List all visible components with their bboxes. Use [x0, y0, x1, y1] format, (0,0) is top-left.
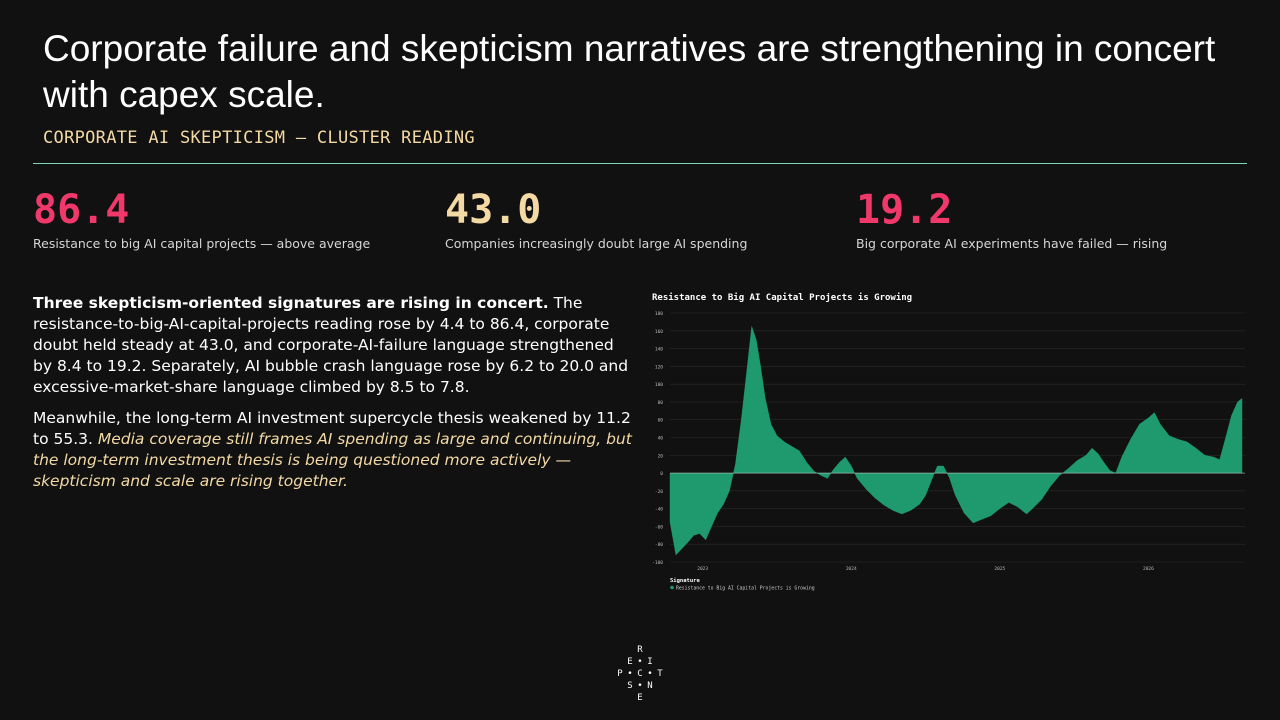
y-tick-label: 80: [658, 400, 664, 406]
kpi-value: 43.0: [445, 187, 542, 233]
legend-swatch: [670, 585, 674, 590]
logo-letter: E: [637, 693, 643, 703]
section-subtitle: CORPORATE AI SKEPTICISM — CLUSTER READIN…: [43, 128, 475, 148]
logo-letter: I: [647, 657, 653, 667]
kpi-label: Big corporate AI experiments have failed…: [856, 236, 1168, 251]
narrative-plain: Meanwhile, the long-term AI investment s…: [33, 409, 631, 448]
logo-letter: E: [627, 657, 633, 667]
logo-letter: R: [637, 645, 643, 655]
kpi-value: 86.4: [33, 187, 130, 233]
kpi-failure: 19.2 Big corporate AI experiments have f…: [856, 188, 1236, 251]
y-tick-label: -40: [655, 507, 663, 513]
y-tick-label: 20: [658, 453, 664, 459]
x-tick-label: 2025: [994, 566, 1005, 572]
logo-letter: N: [647, 681, 653, 691]
logo-letter: •: [637, 657, 643, 667]
y-tick-label: -80: [655, 542, 663, 548]
page-title: Corporate failure and skepticism narrati…: [43, 28, 1216, 115]
y-tick-label: 140: [655, 347, 663, 353]
logo-letter: P: [617, 669, 623, 679]
y-tick-label: 120: [655, 364, 663, 370]
y-tick-label: 160: [655, 329, 663, 335]
x-tick-label: 2023: [697, 566, 708, 572]
logo-letter: S: [627, 681, 633, 691]
y-tick-label: 180: [655, 311, 663, 317]
narrative-lead: Three skepticism-oriented signatures are…: [33, 294, 549, 312]
series-area: [669, 326, 1243, 556]
narrative-quote: Media coverage still frames AI spending …: [33, 430, 632, 490]
y-tick-label: 0: [660, 471, 663, 477]
kpi-value: 19.2: [856, 187, 953, 233]
logo-letter: C: [637, 669, 643, 679]
chart-title: Resistance to Big AI Capital Projects is…: [652, 293, 913, 303]
brand-logo: R E • I P • C • T S • N E: [612, 645, 668, 705]
y-tick-label: -60: [655, 524, 663, 530]
kpi-label: Companies increasingly doubt large AI sp…: [445, 236, 748, 251]
x-tick-label: 2024: [846, 566, 857, 572]
y-tick-label: 40: [658, 436, 664, 442]
narrative-detail: The resistance-to-big-AI-capital-project…: [33, 294, 629, 396]
legend-item: Resistance to Big AI Capital Projects is…: [676, 586, 815, 592]
logo-letter: •: [637, 681, 643, 691]
kpi-doubt: 43.0 Companies increasingly doubt large …: [445, 188, 825, 251]
logo-letter: •: [647, 669, 653, 679]
narrative-text: Three skepticism-oriented signatures are…: [33, 293, 633, 502]
area-chart: -100 -80 -60 -40 -20 0 20 40 60 80 100 120 140 160 180…: [652, 311, 1245, 592]
narrative-paragraph-2: Meanwhile, the long-term AI investment s…: [33, 408, 633, 492]
logo-letter: T: [657, 669, 663, 679]
y-tick-label: 100: [655, 382, 663, 388]
kpi-label: Resistance to big AI capital projects — …: [33, 236, 371, 251]
y-tick-label: -100: [652, 560, 663, 566]
header-divider: [33, 163, 1247, 164]
logo-letter: •: [627, 669, 633, 679]
x-tick-label: 2026: [1143, 566, 1154, 572]
y-tick-label: -20: [655, 489, 663, 495]
kpi-resistance: 86.4 Resistance to big AI capital projec…: [33, 188, 413, 251]
legend-title: Signature: [670, 578, 700, 584]
chart-panel: Resistance to Big AI Capital Projects is…: [648, 290, 1248, 595]
narrative-paragraph-1: Three skepticism-oriented signatures are…: [33, 293, 633, 398]
y-tick-label: 60: [658, 418, 664, 424]
